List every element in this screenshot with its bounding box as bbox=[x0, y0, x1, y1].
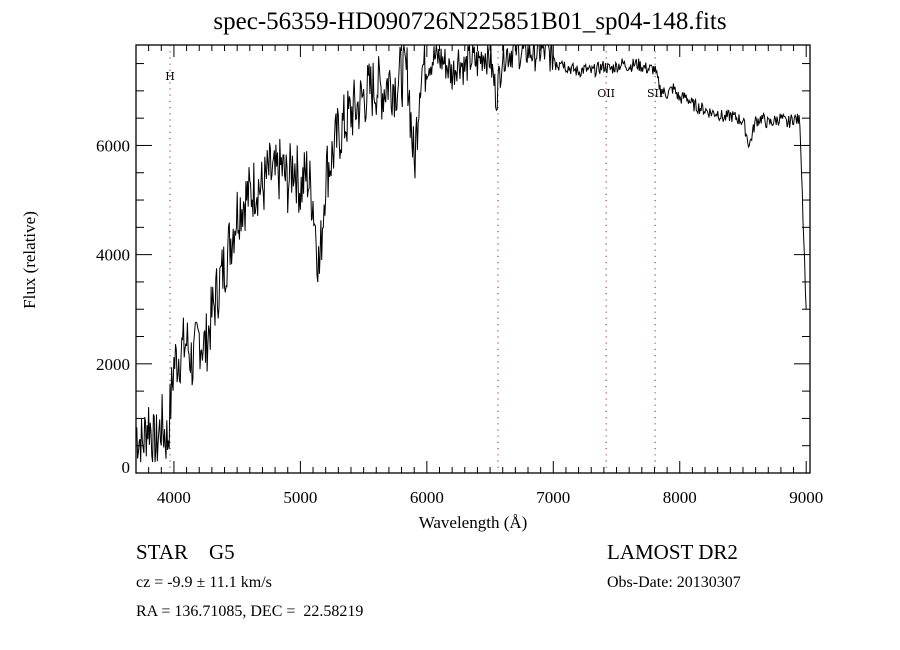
coordinates: RA = 136.71085, DEC = 22.58219 bbox=[136, 603, 364, 620]
chart-title: spec-56359-HD090726N225851B01_sp04-148.f… bbox=[213, 8, 727, 35]
x-tick-label: 7000 bbox=[536, 488, 570, 507]
plot-frame bbox=[135, 44, 811, 474]
y-axis-label: Flux (relative) bbox=[20, 211, 39, 309]
x-axis-label: Wavelength (Å) bbox=[419, 513, 528, 532]
y-tick-label: 0 bbox=[122, 458, 131, 477]
survey-name: LAMOST DR2 bbox=[607, 540, 738, 564]
observation-date: Obs-Date: 20130307 bbox=[607, 574, 741, 591]
x-tick-label: 6000 bbox=[410, 488, 444, 507]
object-class: STAR G5 bbox=[136, 540, 235, 564]
y-tick-label: 4000 bbox=[96, 246, 130, 265]
x-tick-label: 5000 bbox=[283, 488, 317, 507]
spectral-line-label: H bbox=[165, 70, 175, 83]
y-tick-label: 2000 bbox=[96, 355, 130, 374]
redshift-velocity: cz = -9.9 ± 11.1 km/s bbox=[136, 574, 272, 591]
spectral-line-label: SII bbox=[647, 87, 663, 100]
spectral-line-label: OII bbox=[597, 87, 615, 100]
x-tick-label: 8000 bbox=[663, 488, 697, 507]
x-tick-label: 4000 bbox=[157, 488, 191, 507]
spectrum-line bbox=[135, 44, 807, 463]
x-tick-label: 9000 bbox=[789, 488, 823, 507]
y-tick-label: 6000 bbox=[96, 136, 130, 155]
